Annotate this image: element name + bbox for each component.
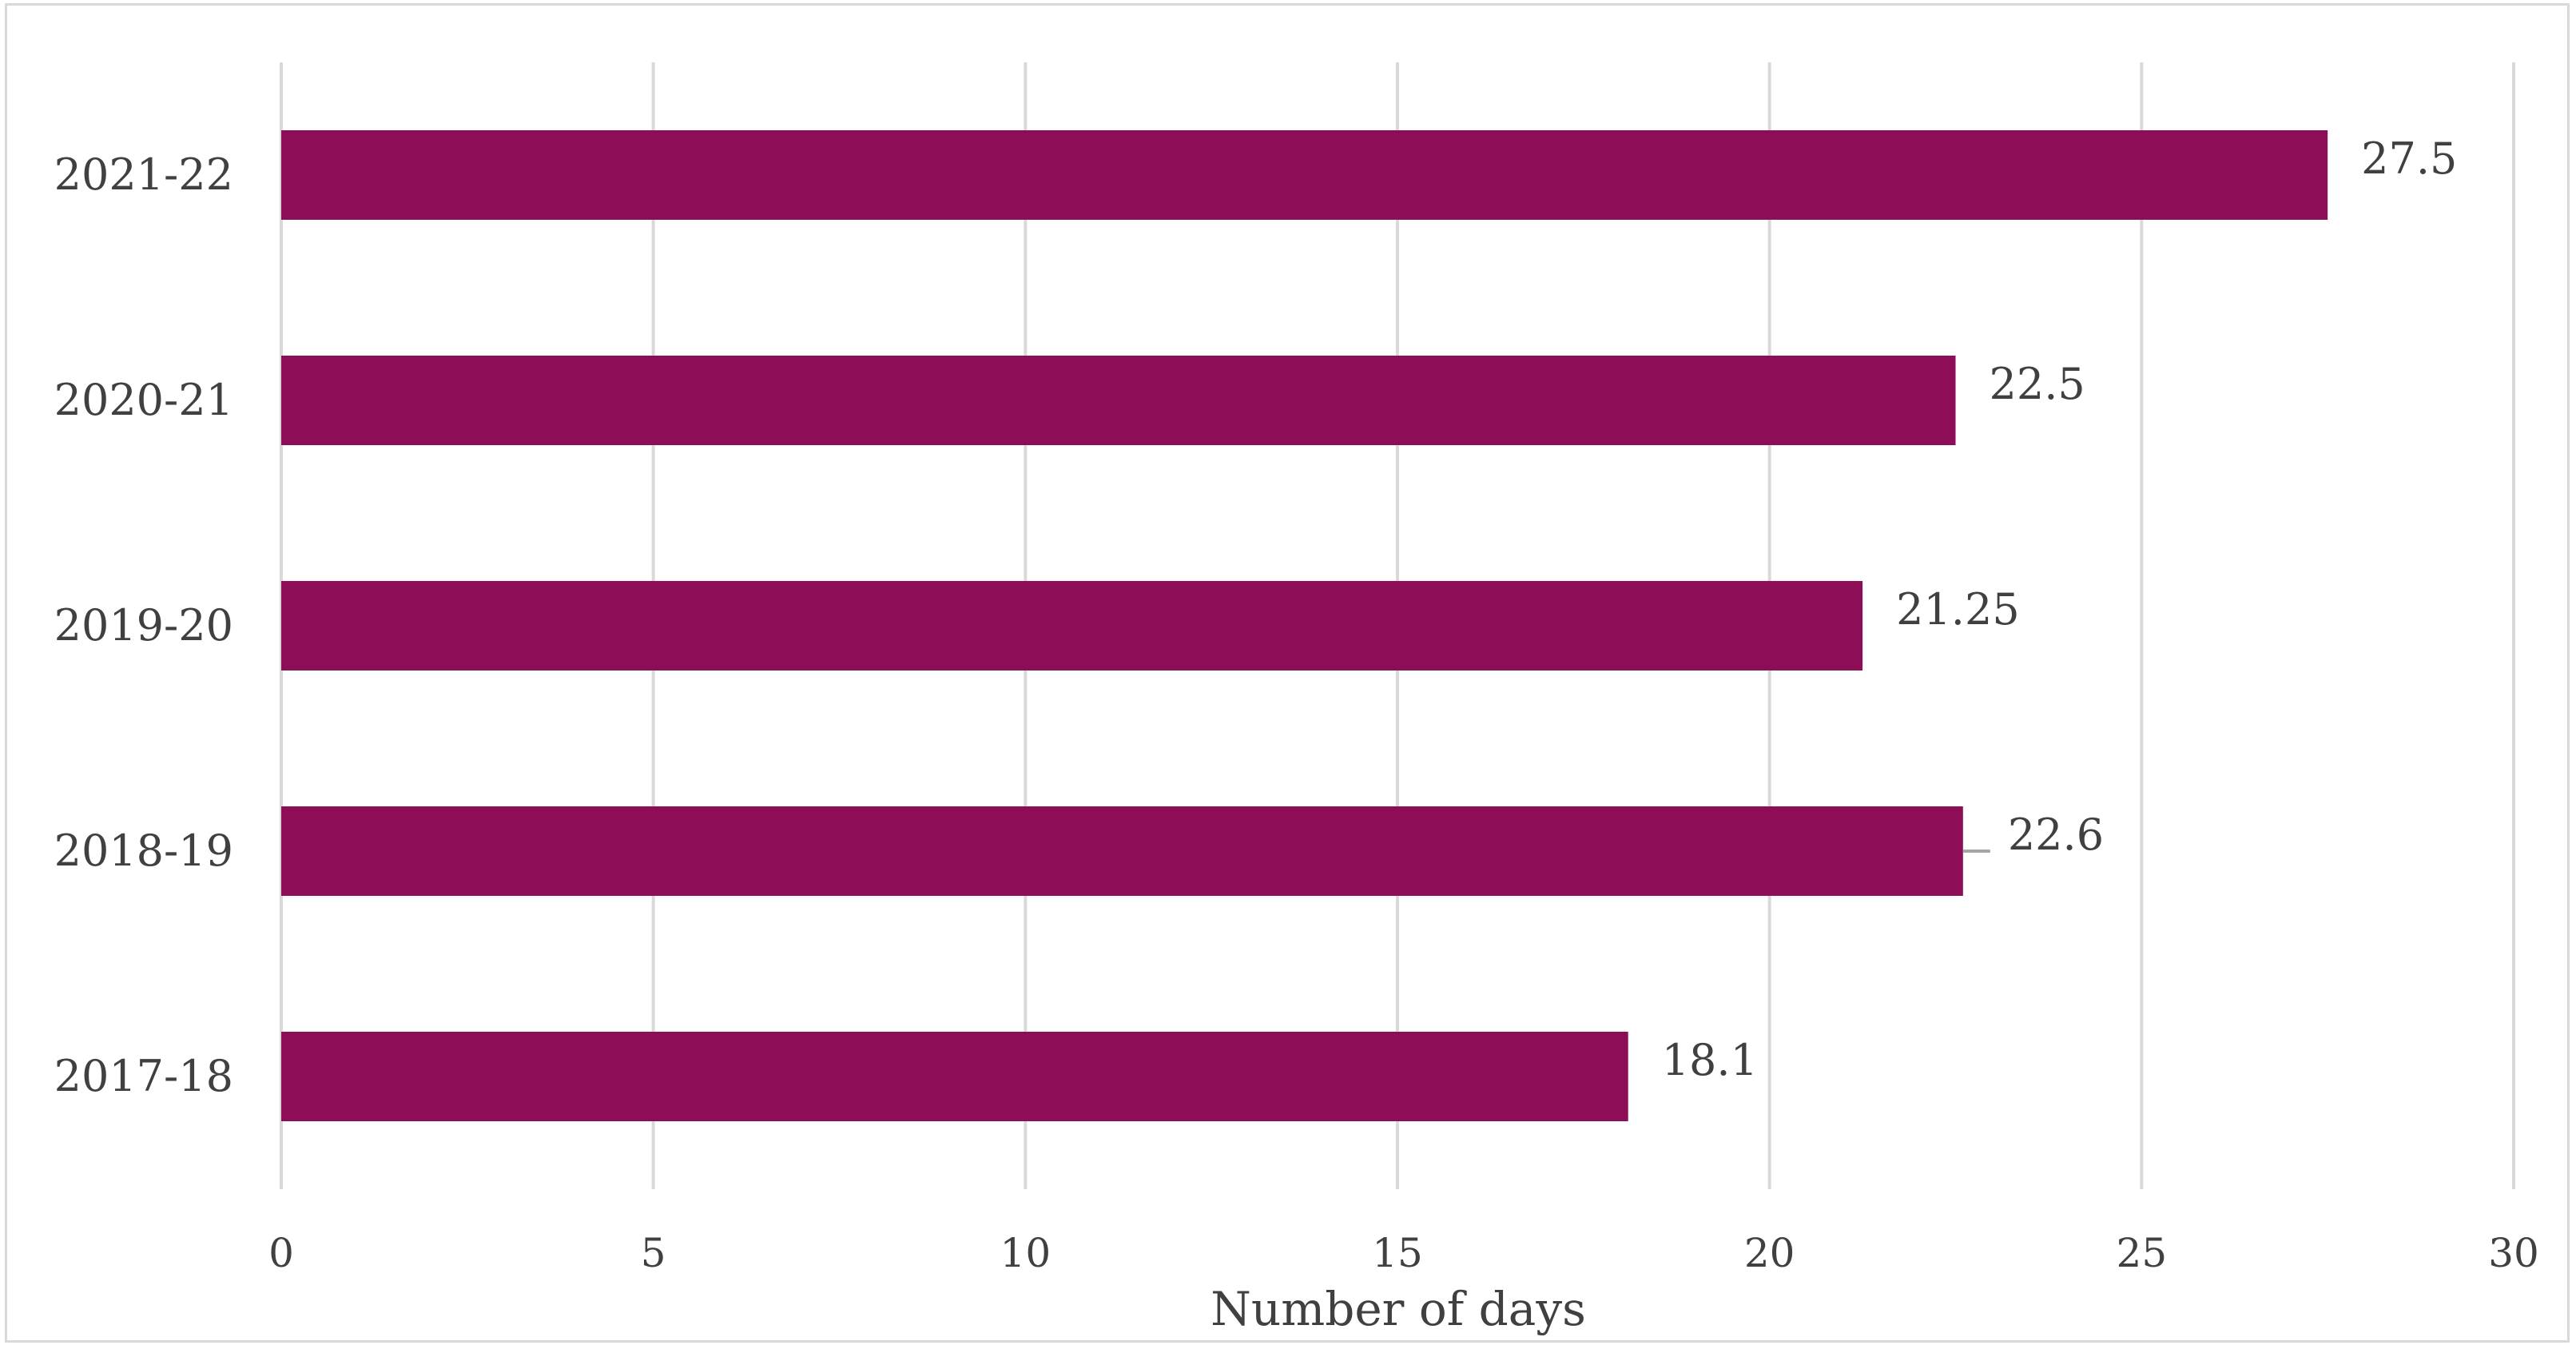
x-tick-label-20: 20 xyxy=(1744,1230,1795,1276)
x-axis-title: Number of days xyxy=(1210,1282,1586,1336)
data-label-2021-22: 27.5 xyxy=(2361,133,2457,184)
x-tick-label-30: 30 xyxy=(2488,1230,2539,1276)
bar-2018-19 xyxy=(281,806,1963,896)
x-tick-label-15: 15 xyxy=(1372,1230,1423,1276)
category-label-2017-18: 2017-18 xyxy=(54,1051,233,1101)
bar-2020-21 xyxy=(281,356,1956,445)
category-label-2019-20: 2019-20 xyxy=(54,600,233,651)
category-label-2018-19: 2018-19 xyxy=(54,826,233,876)
data-label-2019-20: 21.25 xyxy=(1896,584,2020,635)
x-tick-label-10: 10 xyxy=(1000,1230,1051,1276)
x-tick-label-0: 0 xyxy=(268,1230,294,1276)
data-label-2017-18: 18.1 xyxy=(1662,1035,1758,1085)
data-label-2020-21: 22.5 xyxy=(1990,359,2085,409)
x-tick-label-25: 25 xyxy=(2117,1230,2168,1276)
category-label-2020-21: 2020-21 xyxy=(54,375,233,425)
x-tick-label-5: 5 xyxy=(641,1230,666,1276)
bars xyxy=(281,130,2328,1121)
data-label-2018-19: 22.6 xyxy=(2008,810,2104,860)
bar-2017-18 xyxy=(281,1032,1628,1121)
bar-2019-20 xyxy=(281,581,1863,671)
labels: 0 5 10 15 20 25 30 2017-18 18.1 2018-19 22.6 2019-2… xyxy=(54,133,2539,1276)
bar-2021-22 xyxy=(281,130,2328,220)
category-label-2021-22: 2021-22 xyxy=(54,149,233,200)
